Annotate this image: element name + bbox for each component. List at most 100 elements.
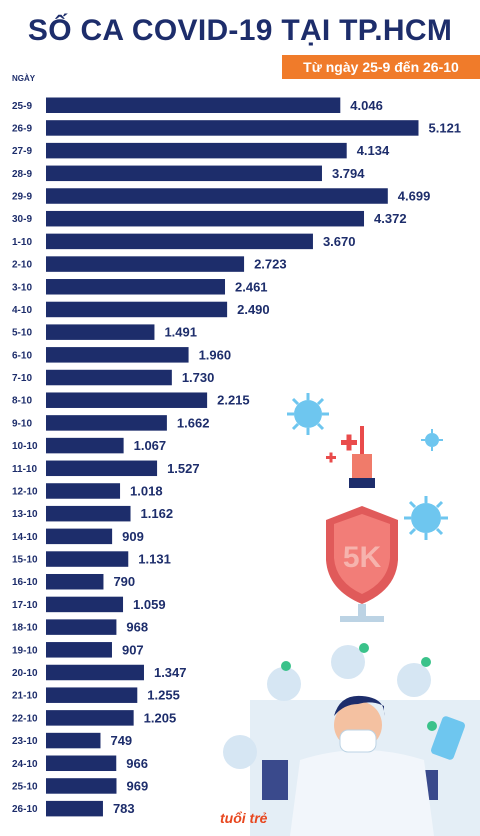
category-label: 23-10 [12, 736, 38, 747]
value-label: 1.255 [147, 688, 180, 703]
bar [46, 528, 113, 545]
chart-title: SỐ CA COVID-19 TẠI TP.HCM [27, 14, 453, 47]
category-label: 5-10 [12, 328, 32, 339]
bar [46, 279, 226, 295]
value-label: 4.046 [350, 98, 383, 113]
category-label: 3-10 [12, 282, 32, 293]
bar [46, 710, 134, 726]
category-label: 19-10 [12, 645, 38, 656]
category-label: 21-10 [12, 691, 38, 702]
category-label: 28-9 [12, 169, 32, 180]
category-label: 22-10 [12, 713, 38, 724]
value-label: 1.018 [130, 483, 163, 498]
category-label: 8-10 [12, 396, 32, 407]
bar [46, 642, 112, 658]
value-label: 749 [110, 733, 132, 748]
category-label: 1-10 [12, 237, 32, 248]
category-label: 4-10 [12, 305, 32, 316]
category-label: 9-10 [12, 418, 32, 429]
virus-icon [421, 429, 443, 451]
svg-text:5K: 5K [343, 541, 382, 574]
value-label: 1.059 [133, 597, 166, 612]
value-label: 2.723 [254, 257, 287, 272]
bar [46, 619, 117, 635]
bar [46, 188, 388, 204]
bar [46, 505, 131, 522]
value-label: 4.372 [374, 211, 407, 226]
value-label: 907 [122, 642, 144, 657]
category-label: 11-10 [12, 464, 37, 475]
illustration: 5K [223, 393, 480, 836]
value-label: 1.662 [177, 415, 210, 430]
bar [46, 573, 104, 590]
bar [46, 233, 313, 250]
value-label: 5.121 [429, 120, 462, 135]
plus-icon [326, 434, 357, 463]
value-label: 2.490 [237, 302, 270, 317]
value-label: 2.461 [235, 279, 268, 294]
bar [46, 460, 158, 477]
value-label: 1.347 [154, 665, 187, 680]
bar [46, 732, 101, 749]
virus-icon [287, 393, 329, 435]
category-label: 29-9 [12, 192, 32, 203]
bar [46, 687, 138, 703]
syringe-shield-icon: 5K [326, 426, 398, 622]
bar [46, 210, 365, 227]
category-label: 15-10 [12, 555, 38, 566]
bar [46, 301, 228, 318]
value-label: 1.067 [134, 438, 167, 453]
value-label: 2.215 [217, 393, 250, 408]
category-label: 30-9 [12, 214, 32, 225]
bar [46, 142, 347, 159]
value-label: 4.699 [398, 189, 431, 204]
value-label: 1.527 [167, 461, 200, 476]
category-label: 6-10 [12, 350, 32, 361]
bar [46, 165, 322, 182]
value-label: 1.131 [138, 552, 171, 567]
bar [46, 369, 172, 386]
category-label: 20-10 [12, 668, 38, 679]
bar [46, 800, 103, 817]
bar [46, 596, 124, 613]
value-label: 1.491 [164, 325, 197, 340]
category-label: 18-10 [12, 623, 38, 634]
bar [46, 392, 208, 408]
chart-subtitle: Từ ngày 25-9 đến 26-10 [282, 55, 480, 79]
bar [46, 97, 341, 113]
category-label: 17-10 [12, 600, 38, 611]
category-label: 25-9 [12, 101, 32, 112]
value-label: 3.794 [332, 166, 365, 181]
bar [46, 415, 167, 431]
category-label: 10-10 [12, 441, 38, 452]
bar [46, 778, 117, 794]
value-label: 966 [126, 756, 148, 771]
category-label: 25-10 [12, 781, 38, 792]
bar [46, 755, 117, 772]
doctor-scene [250, 695, 480, 836]
category-label: 27-9 [12, 146, 32, 157]
category-label: 7-10 [12, 373, 32, 384]
category-label: 26-9 [12, 123, 32, 134]
bar [46, 483, 121, 499]
value-label: 4.134 [357, 143, 390, 158]
bar [46, 256, 245, 272]
value-label: 783 [113, 801, 135, 816]
bar [46, 347, 189, 363]
value-label: 1.205 [144, 710, 177, 725]
y-axis-label: NGÀY [12, 74, 36, 83]
category-label: 13-10 [12, 509, 38, 520]
value-label: 1.162 [141, 506, 174, 521]
virus-icon [404, 496, 448, 540]
category-label: 14-10 [12, 532, 38, 543]
category-label: 24-10 [12, 759, 38, 770]
value-label: 790 [113, 574, 135, 589]
bar [46, 324, 155, 340]
category-label: 12-10 [12, 486, 38, 497]
value-label: 1.730 [182, 370, 215, 385]
value-label: 969 [126, 778, 148, 793]
value-label: 3.670 [323, 234, 356, 249]
bar [46, 437, 124, 454]
avatar [223, 643, 437, 769]
